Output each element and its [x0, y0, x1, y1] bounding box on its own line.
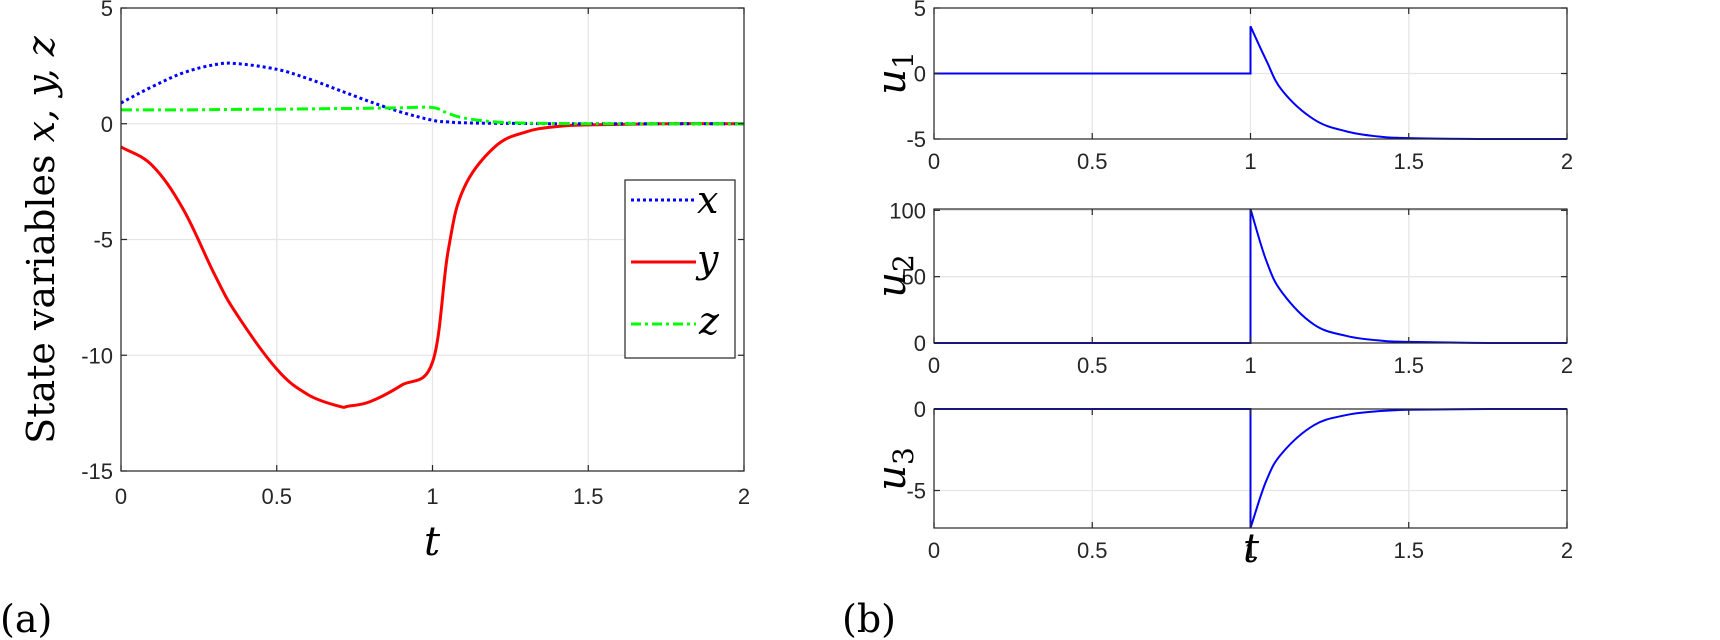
y-tick-label: 0: [914, 62, 926, 87]
x-tick-label: 1.5: [1393, 538, 1424, 563]
axis-ticks: 0 0.5 1 1.5 250-5: [906, 0, 1573, 174]
x-tick-label: 0.5: [1077, 149, 1108, 174]
y-axis-label: State variables x, y, z: [19, 35, 63, 444]
x-tick-label: 0.5: [1077, 353, 1108, 378]
y-axis-label-u1: u1: [869, 51, 920, 95]
y-tick-label: -5: [906, 479, 926, 504]
legend-label-y: y: [695, 237, 719, 281]
y-tick-label: 0: [914, 331, 926, 356]
x-tick-label: 2: [1561, 538, 1573, 563]
x-tick-label: 2: [1561, 353, 1573, 378]
x-axis-label: t: [424, 519, 441, 565]
y-tick-label: 5: [101, 0, 113, 21]
legend: x y z: [624, 178, 736, 359]
y-tick-label: 0: [914, 397, 926, 422]
x-tick-label: 1: [426, 484, 438, 509]
legend-box: [624, 179, 736, 359]
x-tick-label: 2: [1561, 149, 1573, 174]
y-tick-label: 50: [902, 265, 926, 290]
y-axis-label-u3: u3: [869, 447, 920, 491]
subplot-u1: 0 0.5 1 1.5 250-5: [906, 0, 1573, 174]
x-tick-label: 1.5: [573, 484, 604, 509]
x-tick-label: 0: [928, 353, 940, 378]
subplot-u2: 0 0.5 1 1.5 2 100 50 0: [889, 198, 1573, 378]
x-tick-label: 2: [738, 484, 750, 509]
x-tick-label: 1: [1244, 538, 1256, 563]
series-line-y: [120, 122, 745, 409]
y-axis-label-u2: u2: [869, 254, 920, 298]
panel-a-state-variables-chart: 0 0.5 1 1.5 2 5 0 -5 -10 -15 State variables x, y…: [0, 0, 750, 640]
y-tick-label: -15: [81, 459, 113, 484]
y-tick-label: -10: [81, 343, 113, 368]
x-tick-label: 0: [928, 149, 940, 174]
axis-ticks: 0 0.5 1 1.5 2 0 -5: [906, 397, 1573, 563]
series-line-u3: [934, 407, 1568, 529]
legend-label-x: x: [697, 178, 718, 222]
plot-lines: [120, 61, 745, 409]
x-tick-label: 0: [928, 538, 940, 563]
x-axis-label-t: t: [1243, 526, 1260, 572]
y-tick-label: 0: [101, 112, 113, 137]
axis-ticks: 0 0.5 1 1.5 2 5 0 -5 -10 -15: [81, 0, 750, 509]
x-tick-label: 1: [1244, 353, 1256, 378]
panel-label-b: (b): [842, 597, 896, 640]
series-line-z: [121, 105, 744, 126]
legend-label-z: z: [698, 299, 720, 343]
y-tick-label: -5: [906, 127, 926, 152]
y-tick-label: 100: [889, 198, 926, 223]
x-tick-label: 1: [1244, 149, 1256, 174]
x-tick-label: 0.5: [261, 484, 292, 509]
axis-ticks: 0 0.5 1 1.5 2 100 50 0: [889, 198, 1573, 378]
plot-lines: [934, 407, 1568, 529]
x-tick-label: 0: [115, 484, 127, 509]
x-tick-label: 1.5: [1393, 353, 1424, 378]
y-tick-label: -5: [93, 228, 113, 253]
subplot-u3: 0 0.5 1 1.5 2 0 -5: [906, 397, 1573, 563]
x-tick-label: 1.5: [1393, 149, 1424, 174]
y-tick-label: 5: [914, 0, 926, 21]
panel-label-a: (a): [0, 597, 52, 640]
x-tick-label: 0.5: [1077, 538, 1108, 563]
